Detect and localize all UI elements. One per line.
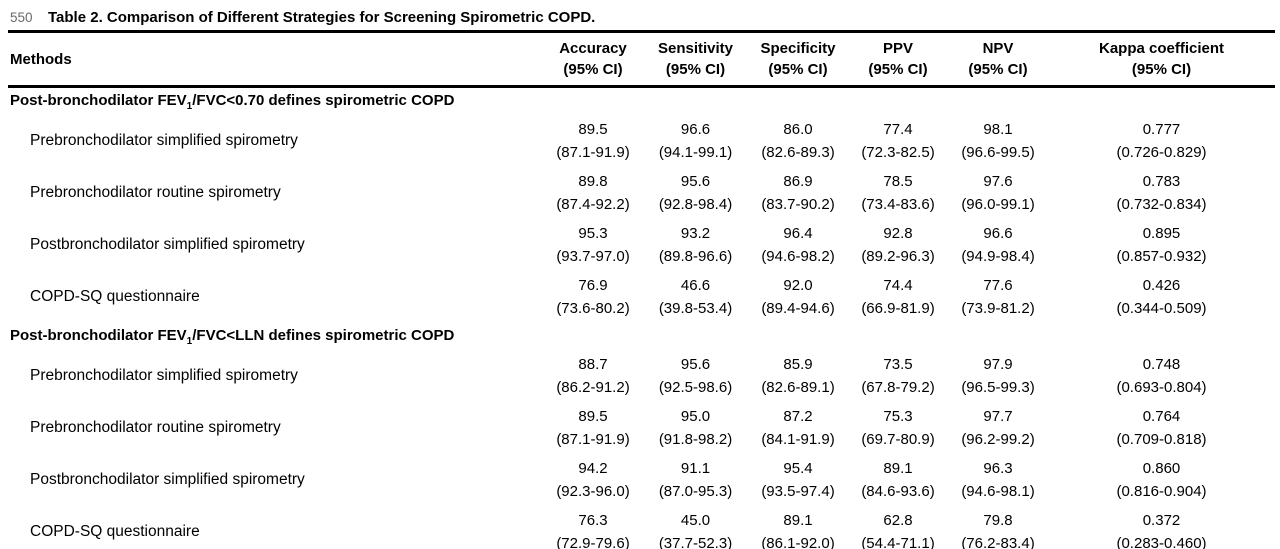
cell-specificity: 92.0 (89.4-94.6) [761,277,835,317]
comparison-table: Methods Accuracy (95% CI) Sensitivity (9… [8,30,1275,549]
title-row: 550 Table 2. Comparison of Different Stra… [0,0,1280,30]
table-row: COPD-SQ questionnaire 76.3 (72.9-79.6) 45.0… [8,506,1275,549]
cell-specificity: 85.9 (82.6-89.1) [761,356,835,396]
column-header-sensitivity: Sensitivity (95% CI) [657,40,734,78]
cell-sensitivity: 93.2 (89.8-96.6) [658,225,733,265]
cell-npv: 98.1 (96.6-99.5) [961,121,1035,161]
cell-kappa: 0.764 (0.709-0.818) [1116,408,1207,448]
cell-kappa: 0.895 (0.857-0.932) [1116,225,1207,265]
cell-kappa: 0.426 (0.344-0.509) [1116,277,1207,317]
cell-npv: 97.9 (96.5-99.3) [961,356,1035,396]
cell-sensitivity: 46.6 (39.8-53.4) [658,277,733,317]
cell-sensitivity: 95.6 (92.8-98.4) [658,173,733,213]
cell-accuracy: 94.2 (92.3-96.0) [556,460,630,500]
cell-specificity: 95.4 (93.5-97.4) [761,460,835,500]
cell-ppv: 78.5 (73.4-83.6) [861,173,935,213]
cell-ppv: 74.4 (66.9-81.9) [861,277,935,317]
table-row: Prebronchodilator routine spirometry 89.8… [8,167,1275,219]
cell-kappa: 0.777 (0.726-0.829) [1116,121,1207,161]
column-header-specificity: Specificity (95% CI) [760,40,836,78]
cell-accuracy: 89.5 (87.1-91.9) [556,408,630,448]
cell-accuracy: 76.9 (73.6-80.2) [556,277,630,317]
method-label: COPD-SQ questionnaire [30,288,200,305]
column-header-methods: Methods [10,50,72,68]
cell-sensitivity: 45.0 (37.7-52.3) [658,512,733,549]
method-label: Prebronchodilator simplified spirometry [30,367,298,384]
method-label: COPD-SQ questionnaire [30,523,200,540]
cell-accuracy: 95.3 (93.7-97.0) [556,225,630,265]
method-label: Prebronchodilator routine spirometry [30,419,281,436]
cell-specificity: 89.1 (86.1-92.0) [761,512,835,549]
cell-ppv: 73.5 (67.8-79.2) [861,356,935,396]
table-row: Prebronchodilator simplified spirometry 8… [8,115,1275,167]
cell-npv: 97.6 (96.0-99.1) [961,173,1035,213]
cell-ppv: 75.3 (69.7-80.9) [861,408,935,448]
cell-accuracy: 88.7 (86.2-91.2) [556,356,630,396]
cell-ppv: 62.8 (54.4-71.1) [861,512,935,549]
cell-npv: 96.3 (94.6-98.1) [961,460,1035,500]
column-header-ppv: PPV (95% CI) [868,40,928,78]
cell-specificity: 86.0 (82.6-89.3) [761,121,835,161]
table-section-heading: Post-bronchodilator FEV1/FVC<0.70 define… [10,91,455,112]
cell-ppv: 92.8 (89.2-96.3) [861,225,935,265]
cell-ppv: 77.4 (72.3-82.5) [861,121,935,161]
table-header: Methods Accuracy (95% CI) Sensitivity (9… [8,32,1275,87]
cell-specificity: 87.2 (84.1-91.9) [761,408,835,448]
column-header-accuracy: Accuracy (95% CI) [559,40,627,78]
cell-sensitivity: 91.1 (87.0-95.3) [658,460,733,500]
method-label: Postbronchodilator simplified spirometry [30,471,305,488]
cell-sensitivity: 95.0 (91.8-98.2) [658,408,733,448]
method-label: Prebronchodilator simplified spirometry [30,132,298,149]
cell-kappa: 0.860 (0.816-0.904) [1116,460,1207,500]
cell-accuracy: 89.5 (87.1-91.9) [556,121,630,161]
cell-npv: 77.6 (73.9-81.2) [961,277,1035,317]
cell-sensitivity: 96.6 (94.1-99.1) [658,121,733,161]
table-row: Prebronchodilator routine spirometry 89.5… [8,402,1275,454]
cell-sensitivity: 95.6 (92.5-98.6) [658,356,733,396]
cell-kappa: 0.748 (0.693-0.804) [1116,356,1207,396]
cell-kappa: 0.783 (0.732-0.834) [1116,173,1207,213]
method-label: Prebronchodilator routine spirometry [30,184,281,201]
table-row: Postbronchodilator simplified spirometry… [8,454,1275,506]
table-row: Postbronchodilator simplified spirometry… [8,219,1275,271]
table-body: Post-bronchodilator FEV1/FVC<0.70 define… [8,87,1275,549]
table-title: Table 2. Comparison of Different Strateg… [48,9,596,26]
column-header-npv: NPV (95% CI) [968,40,1028,78]
table-section-heading: Post-bronchodilator FEV1/FVC<LLN defines… [10,326,455,347]
manuscript-line-number: 550 [10,10,33,25]
table-row: Prebronchodilator simplified spirometry 8… [8,350,1275,402]
cell-ppv: 89.1 (84.6-93.6) [861,460,935,500]
table-row: COPD-SQ questionnaire 76.9 (73.6-80.2) 46.6… [8,271,1275,323]
cell-specificity: 96.4 (94.6-98.2) [761,225,835,265]
cell-npv: 97.7 (96.2-99.2) [961,408,1035,448]
cell-kappa: 0.372 (0.283-0.460) [1116,512,1207,549]
cell-accuracy: 76.3 (72.9-79.6) [556,512,630,549]
cell-specificity: 86.9 (83.7-90.2) [761,173,835,213]
cell-accuracy: 89.8 (87.4-92.2) [556,173,630,213]
column-header-kappa: Kappa coefficient (95% CI) [1098,40,1225,78]
cell-npv: 79.8 (76.2-83.4) [961,512,1035,549]
method-label: Postbronchodilator simplified spirometry [30,236,305,253]
cell-npv: 96.6 (94.9-98.4) [961,225,1035,265]
